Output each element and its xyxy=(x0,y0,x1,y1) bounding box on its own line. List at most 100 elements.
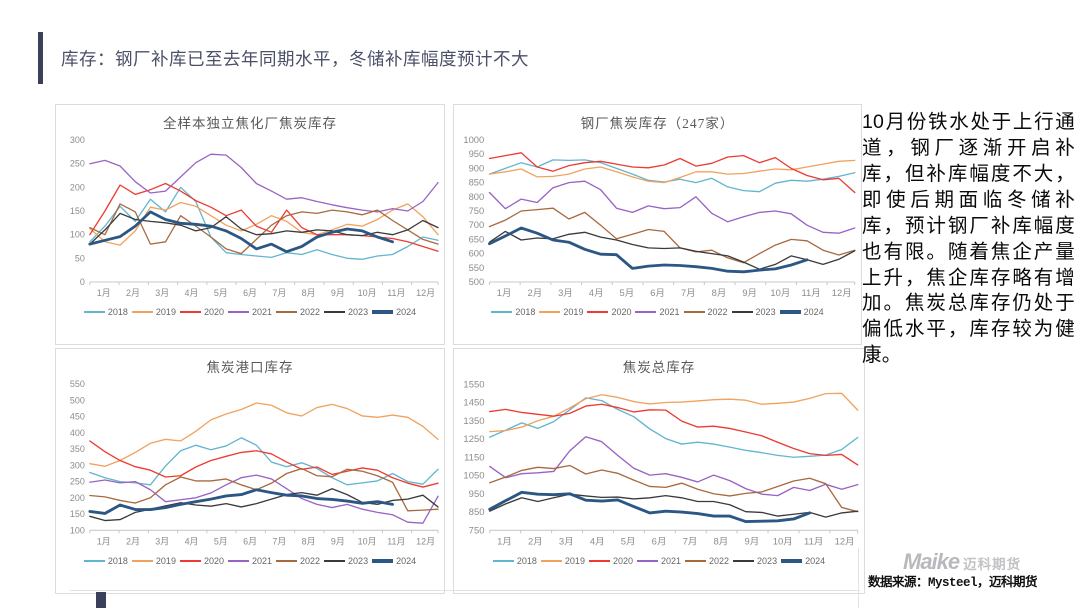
legend-item-2022: 2022 xyxy=(685,556,729,566)
legend-item-2023: 2023 xyxy=(733,556,777,566)
svg-text:850: 850 xyxy=(469,178,485,188)
svg-text:4月: 4月 xyxy=(185,537,199,547)
svg-text:10月: 10月 xyxy=(773,537,793,547)
legend-item-2019: 2019 xyxy=(131,556,176,566)
svg-text:1月: 1月 xyxy=(497,288,512,298)
svg-text:250: 250 xyxy=(70,477,85,487)
bottom-divider xyxy=(70,590,860,591)
svg-text:850: 850 xyxy=(469,507,485,517)
svg-text:300: 300 xyxy=(70,460,85,470)
legend-item-2018: 2018 xyxy=(83,307,128,317)
svg-text:650: 650 xyxy=(469,235,485,245)
svg-text:6月: 6月 xyxy=(243,537,257,547)
svg-text:800: 800 xyxy=(469,192,485,202)
svg-text:7月: 7月 xyxy=(683,537,698,547)
svg-text:1550: 1550 xyxy=(463,379,484,389)
svg-text:6月: 6月 xyxy=(652,537,667,547)
svg-text:550: 550 xyxy=(70,379,85,389)
svg-text:200: 200 xyxy=(70,493,85,503)
legend-item-2020: 2020 xyxy=(588,556,633,566)
slide-header: 库存：钢厂补库已至去年同期水平，冬储补库幅度预计不大 xyxy=(38,32,529,84)
svg-text:11月: 11月 xyxy=(387,537,405,547)
svg-text:250: 250 xyxy=(70,159,85,169)
maike-logo: Maike 迈科期货 xyxy=(903,549,1021,575)
svg-text:750: 750 xyxy=(469,525,485,535)
svg-text:11月: 11月 xyxy=(801,288,820,298)
svg-text:12月: 12月 xyxy=(835,537,855,547)
legend-item-2020: 2020 xyxy=(587,307,631,317)
svg-text:50: 50 xyxy=(75,253,85,263)
svg-text:4月: 4月 xyxy=(590,537,605,547)
svg-text:9月: 9月 xyxy=(331,288,345,298)
svg-text:8月: 8月 xyxy=(302,288,316,298)
svg-text:9月: 9月 xyxy=(331,537,345,547)
svg-text:1350: 1350 xyxy=(463,416,484,426)
legend-item-2024: 2024 xyxy=(372,307,416,317)
svg-text:1450: 1450 xyxy=(463,398,484,408)
svg-text:12月: 12月 xyxy=(416,537,435,547)
chart-plot: 100 150 200 250 300 350 400 450 500 550 1月 2月 3月 4月 5月… xyxy=(70,379,439,547)
svg-text:500: 500 xyxy=(70,395,85,405)
svg-text:200: 200 xyxy=(70,182,85,192)
chart-coking-plant-inventory: 全样本独立焦化厂焦炭库存 0 50 100 150 200 250 300 1月 2月 3月 4月 5… xyxy=(55,104,445,345)
legend-item-2021: 2021 xyxy=(227,307,272,317)
svg-text:10月: 10月 xyxy=(358,288,377,298)
legend-item-2021: 2021 xyxy=(636,556,681,566)
svg-text:12月: 12月 xyxy=(832,288,852,298)
legend-item-2024: 2024 xyxy=(372,556,416,566)
svg-text:11月: 11月 xyxy=(387,288,405,298)
svg-text:100: 100 xyxy=(70,230,85,240)
legend-item-2020: 2020 xyxy=(179,307,224,317)
chart-legend: 2018 2019 2020 2021 2022 2023 2024 xyxy=(56,556,444,566)
chart-total-inventory: 焦炭总库存 750 850 950 1050 1150 1250 1350 1450 1550 1… xyxy=(453,348,865,594)
maike-logo-chinese: 迈科期货 xyxy=(963,557,1022,572)
svg-text:5月: 5月 xyxy=(621,537,636,547)
chart-legend: 2018 2019 2020 2021 2022 2023 2024 xyxy=(454,307,861,317)
legend-item-2022: 2022 xyxy=(276,556,320,566)
legend-item-2021: 2021 xyxy=(635,307,680,317)
svg-text:7月: 7月 xyxy=(272,537,286,547)
svg-text:6月: 6月 xyxy=(650,288,665,298)
chart-plot: 0 50 100 150 200 250 300 1月 2月 3月 4月 5月 6月 7月 8月 9月 10月 1… xyxy=(70,135,439,298)
svg-text:1月: 1月 xyxy=(97,537,111,547)
svg-text:2月: 2月 xyxy=(528,537,543,547)
svg-text:900: 900 xyxy=(469,164,485,174)
chart-legend: 2018 2019 2020 2021 2022 2023 2024 xyxy=(454,556,864,566)
svg-text:5月: 5月 xyxy=(214,537,228,547)
next-section-accent-bar xyxy=(96,592,106,608)
legend-item-2020: 2020 xyxy=(179,556,224,566)
legend-item-2023: 2023 xyxy=(731,307,776,317)
svg-text:150: 150 xyxy=(70,206,85,216)
chart-plot: 750 850 950 1050 1150 1250 1350 1450 1550 1月 2月 3月 4… xyxy=(463,379,859,547)
svg-text:2月: 2月 xyxy=(527,288,542,298)
svg-text:0: 0 xyxy=(80,277,85,287)
commentary-text: 10月份铁水处于上行通道，钢厂逐渐开启补库，但补库幅度不大，即使后期面临冬储补库… xyxy=(862,111,1075,367)
svg-text:1050: 1050 xyxy=(463,471,484,481)
svg-text:6月: 6月 xyxy=(243,288,257,298)
svg-text:11月: 11月 xyxy=(804,537,823,547)
data-source-note: 数据来源：Mysteel，迈科期货 xyxy=(868,576,1038,590)
svg-text:500: 500 xyxy=(469,277,485,287)
chart-title: 全样本独立焦化厂焦炭库存 xyxy=(163,116,337,131)
maike-logo-wordmark: Maike xyxy=(903,549,960,574)
svg-text:2月: 2月 xyxy=(126,537,140,547)
svg-text:10月: 10月 xyxy=(770,288,790,298)
svg-text:1月: 1月 xyxy=(497,537,512,547)
svg-text:8月: 8月 xyxy=(712,288,727,298)
legend-item-2023: 2023 xyxy=(324,307,368,317)
chart-title: 焦炭港口库存 xyxy=(206,360,294,375)
chart-legend: 2018 2019 2020 2021 2022 2023 2024 xyxy=(56,307,444,317)
legend-item-2022: 2022 xyxy=(276,307,320,317)
svg-text:100: 100 xyxy=(70,525,85,535)
legend-item-2019: 2019 xyxy=(540,556,585,566)
svg-text:4月: 4月 xyxy=(185,288,199,298)
svg-text:1000: 1000 xyxy=(463,135,484,145)
svg-text:3月: 3月 xyxy=(558,288,573,298)
svg-text:150: 150 xyxy=(70,509,85,519)
svg-text:400: 400 xyxy=(70,428,85,438)
legend-item-2024: 2024 xyxy=(781,556,825,566)
svg-text:1150: 1150 xyxy=(464,452,484,462)
svg-text:8月: 8月 xyxy=(302,537,316,547)
svg-text:950: 950 xyxy=(469,149,485,159)
